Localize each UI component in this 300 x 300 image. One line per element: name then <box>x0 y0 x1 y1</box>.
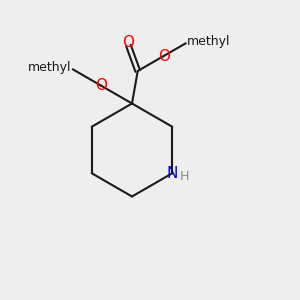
Text: O: O <box>122 35 134 50</box>
Text: methyl: methyl <box>187 35 231 48</box>
Text: O: O <box>158 49 170 64</box>
Text: O: O <box>95 78 107 93</box>
Text: H: H <box>180 170 189 183</box>
Text: N: N <box>167 166 178 181</box>
Text: methyl: methyl <box>28 61 71 74</box>
